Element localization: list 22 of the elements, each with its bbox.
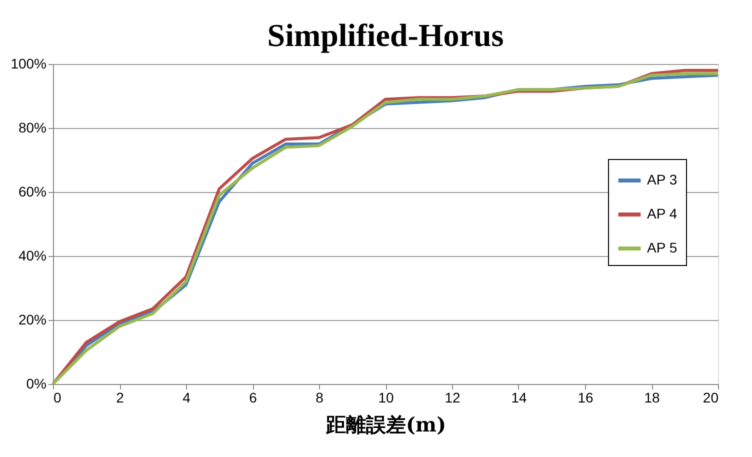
x-tick-label: 18 xyxy=(644,390,660,406)
y-tick-label: 100% xyxy=(10,56,46,72)
y-tick-label: 40% xyxy=(18,248,46,264)
x-tick-label: 14 xyxy=(511,390,527,406)
x-axis-title: 距離誤差(m) xyxy=(324,412,446,436)
chart-title: Simplified-Horus xyxy=(267,17,504,53)
x-tick-label: 10 xyxy=(378,390,394,406)
x-tick-label: 2 xyxy=(116,390,124,406)
legend-label: AP 5 xyxy=(647,240,678,256)
x-tick-label: 4 xyxy=(182,390,191,406)
x-tick-label: 20 xyxy=(702,390,719,406)
x-tick-label: 16 xyxy=(578,390,594,406)
y-tick-label: 0% xyxy=(26,376,46,392)
legend-label: AP 4 xyxy=(647,206,678,222)
x-tick-label: 6 xyxy=(249,390,258,406)
y-tick-label: 80% xyxy=(18,120,46,136)
legend-label: AP 3 xyxy=(647,172,678,188)
x-tick-label: 0 xyxy=(54,390,62,406)
y-tick-label: 60% xyxy=(18,184,46,200)
y-tick-label: 20% xyxy=(18,312,46,328)
x-tick-label: 8 xyxy=(316,390,324,406)
x-tick-label: 12 xyxy=(444,390,460,406)
